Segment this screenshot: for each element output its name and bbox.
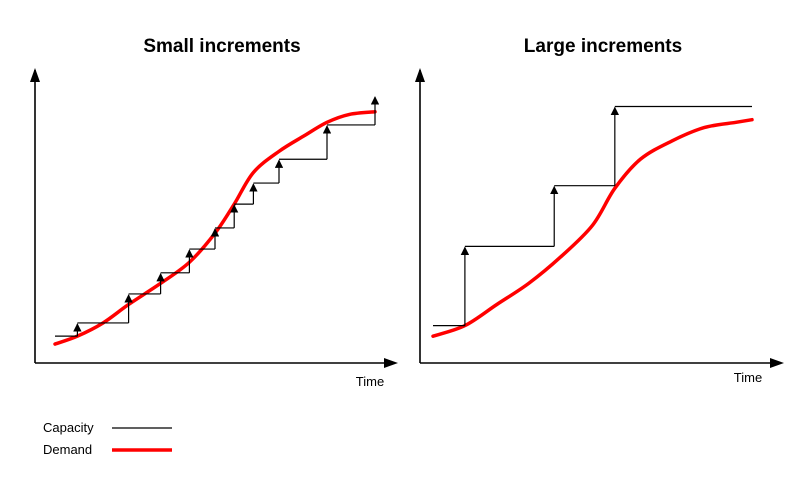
chart-small-increments: Small increments Time bbox=[30, 36, 398, 389]
legend-label-demand: Demand bbox=[43, 442, 92, 457]
x-axis-arrow bbox=[384, 358, 398, 368]
x-axis-label: Time bbox=[356, 374, 384, 389]
chart-title: Large increments bbox=[524, 36, 682, 57]
chart-marks bbox=[431, 105, 754, 338]
demand-line bbox=[53, 110, 377, 346]
chart-marks bbox=[53, 96, 380, 346]
legend-label-capacity: Capacity bbox=[43, 420, 94, 435]
legend: Capacity Demand bbox=[43, 420, 172, 457]
demand-line bbox=[431, 117, 754, 338]
x-axis-arrow bbox=[770, 358, 784, 368]
x-axis-label: Time bbox=[734, 370, 762, 385]
y-axis-arrow bbox=[415, 68, 425, 82]
y-axis-arrow bbox=[30, 68, 40, 82]
chart-title: Small increments bbox=[143, 36, 300, 57]
chart-large-increments: Large increments Time bbox=[415, 36, 784, 385]
